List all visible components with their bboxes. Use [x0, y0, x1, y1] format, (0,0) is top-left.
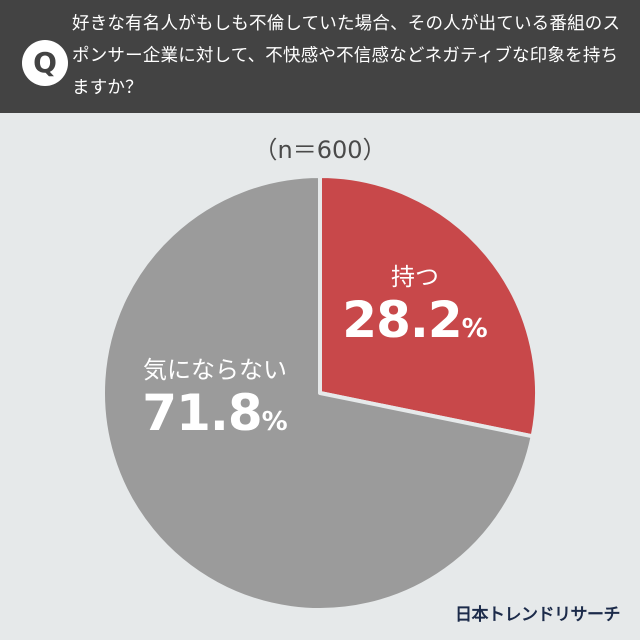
slice-label-name: 持つ [391, 263, 439, 291]
q-badge-icon: Q [22, 40, 68, 86]
pie-slice [318, 174, 539, 439]
question-text: 好きな有名人がもしも不倫していた場合、その人が出ている番組のスポンサー企業に対し… [72, 14, 621, 98]
slice-label-name: 気にならない [143, 356, 287, 384]
slice-value: 71.8 [142, 384, 262, 442]
pie-slice [101, 174, 535, 612]
slice-label-no: 気にならない 71.8% [120, 355, 310, 441]
question-header: Q 好きな有名人がもしも不倫していた場合、その人が出ている番組のスポンサー企業に… [0, 0, 640, 113]
sample-size: （n＝600） [253, 136, 387, 164]
slice-value: 28.2 [342, 291, 462, 349]
slice-unit: % [461, 314, 488, 344]
slice-unit: % [261, 407, 288, 437]
slice-label-yes: 持つ 28.2% [340, 262, 490, 348]
brand-logo: 日本トレンドリサーチ [455, 605, 621, 625]
